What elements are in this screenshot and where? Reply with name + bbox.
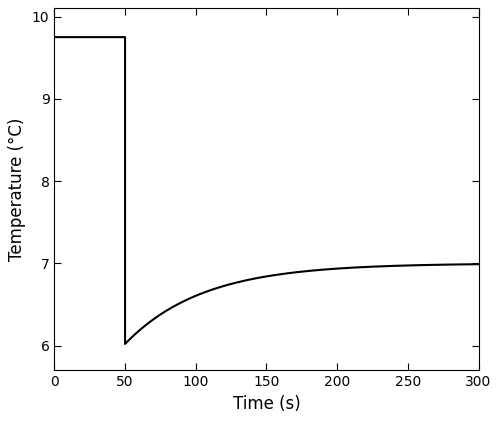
X-axis label: Time (s): Time (s) [232,394,300,413]
Y-axis label: Temperature (°C): Temperature (°C) [8,117,26,261]
